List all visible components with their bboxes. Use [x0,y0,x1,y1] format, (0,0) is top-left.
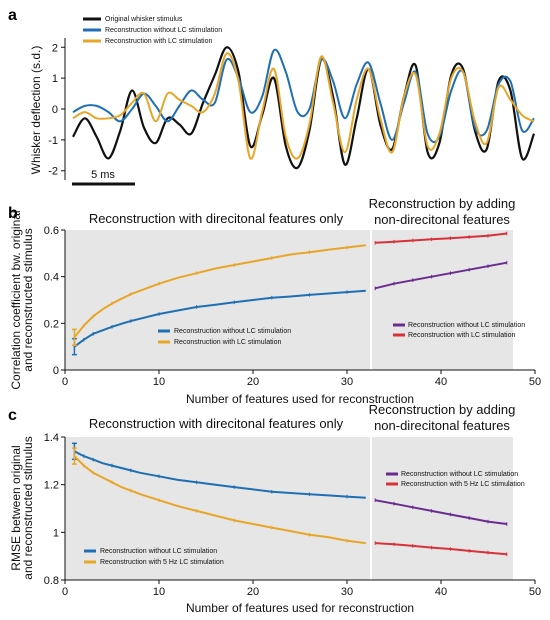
legend-with-lc: Reconstruction with LC stimulation [105,38,212,45]
panel-label-c: c [8,407,17,424]
panel-b-series [71,231,508,356]
panel-a-y-tick-label: 2 [52,42,58,54]
panel-c-x-label: Number of features used for reconstructi… [186,601,414,615]
panel-b-shade-right [372,230,513,370]
trace-original [72,46,536,170]
panel-c-x-tick-label: 0 [62,586,68,598]
panel-c-line-added-with-lc [375,542,507,556]
panel-c-legend-right: Reconstruction without LC stimulation Re… [386,471,525,488]
panel-c-rmse-plot: Reconstruction with direcitonal features… [9,402,541,615]
panel-c-line-added-without-lc [375,499,507,525]
panel-b-x-tick-label: 40 [435,376,447,388]
panel-c-x-tick-label: 50 [529,586,541,598]
panel-c-title-left: Reconstruction with direcitonal features… [89,416,344,431]
panel-c-y-label-1: RMSE between original [9,445,23,570]
panel-b-y-tick-label: 0.6 [44,225,59,237]
panel-c-y-tick-label: 1.4 [44,432,59,444]
panel-b-y-tick-label: 0 [53,365,59,377]
panel-b-legend-added-with-lc: Reconstruction with LC stimulation [408,332,515,339]
panel-label-a: a [8,7,17,24]
scale-bar-label: 5 ms [91,169,115,181]
panel-b-y-tick-label: 0.2 [44,318,59,330]
trace-with-lc [72,52,535,160]
panel-c-y-tick-label: 1 [53,527,59,539]
panel-b-legend-with-lc: Reconstruction with LC stimulation [174,339,281,346]
panel-b-correlation-plot: Reconstruction with direcitonal features… [9,196,541,406]
panel-b-axes: 0 10 20 30 40 50 0 0.2 0.4 0.6 [44,225,541,388]
panel-a-y-tick-label: 0 [52,104,58,116]
panel-b-legend-added-without-lc: Reconstruction without LC stimulation [408,322,525,329]
panel-c-y-label-2: and reconstructed stimulus [21,436,35,579]
panel-b-title-left: Reconstruction with direcitonal features… [89,211,344,226]
panel-c-legend-without-lc: Reconstruction without LC stimulation [100,548,217,555]
panel-b-title-right-1: Reconstruction by adding [369,196,516,211]
panel-c-title-right-2: non-direcitonal features [374,418,510,433]
panel-c-x-tick-label: 20 [247,586,259,598]
panel-c-legend-with-lc: Reconstruction with 5 Hz LC stimulation [100,559,224,566]
trace-without-lc [72,48,535,143]
panel-c-x-tick-label: 40 [435,586,447,598]
panel-b-y-label-1: Correlation coefficient bw. original [9,210,23,389]
panel-a-y-label: Whisker deflection (s.d.) [29,46,43,175]
panel-label-b: b [8,205,18,222]
panel-c-shade-right [372,437,513,580]
panel-c-legend-added-with-lc: Reconstruction with 5 Hz LC stimulation [401,481,525,488]
panel-b-y-label-2: and reconstructed stimulus [21,228,35,371]
panel-b-x-tick-label: 10 [153,376,165,388]
panel-c-title-right-1: Reconstruction by adding [369,402,516,417]
panel-b-line-with-lc [73,244,366,338]
panel-b-legend-without-lc: Reconstruction without LC stimulation [174,328,291,335]
panel-b-line-added-with-lc [375,232,507,244]
panel-a-traces [72,46,536,170]
panel-a-y-ticks: -2 -1 0 1 2 [48,42,65,178]
panel-c-legend-left: Reconstruction without LC stimulation Re… [84,548,224,566]
panel-a-y-tick-label: -1 [48,135,58,147]
panel-b-legend-right: Reconstruction without LC stimulation Re… [393,322,525,339]
panel-c-series [71,442,508,557]
panel-c-shade-left [65,437,370,580]
panel-c-x-tick-label: 10 [153,586,165,598]
legend-original: Original whisker stimulus [105,16,183,23]
panel-c-y-tick-label: 1.2 [44,480,59,492]
panel-b-line-without-lc [73,289,366,348]
panel-c-line-with-lc [73,455,366,545]
panel-a-y-tick-label: -2 [48,166,58,178]
panel-b-shade-left [65,230,370,370]
panel-c-line-without-lc [73,450,366,499]
legend-without-lc: Reconstruction without LC stimulation [105,27,222,34]
panel-a-trace-plot: -2 -1 0 1 2 Whisker deflection (s.d.) 5 ms O… [29,16,536,186]
panel-a-legend: Original whisker stimulus Reconstruction… [83,16,222,45]
panel-b-x-tick-label: 0 [62,376,68,388]
panel-b-line-added-without-lc [374,261,507,290]
panel-c-x-tick-label: 30 [341,586,353,598]
panel-b-title-right-2: non-direcitonal features [374,212,510,227]
panel-c-y-tick-label: 0.8 [44,575,59,587]
panel-b-y-tick-label: 0.4 [44,272,59,284]
panel-b-legend-left: Reconstruction without LC stimulation Re… [158,328,291,346]
panel-c-legend-added-without-lc: Reconstruction without LC stimulation [401,471,518,478]
panel-b-x-tick-label: 30 [341,376,353,388]
panel-a-y-tick-label: 1 [52,73,58,85]
panel-b-x-tick-label: 50 [529,376,541,388]
panel-b-x-label: Number of features used for reconstructi… [186,392,414,406]
panel-c-axes: 0 10 20 30 40 50 0.8 1 1.2 1.4 [44,432,541,598]
panel-b-x-tick-label: 20 [247,376,259,388]
